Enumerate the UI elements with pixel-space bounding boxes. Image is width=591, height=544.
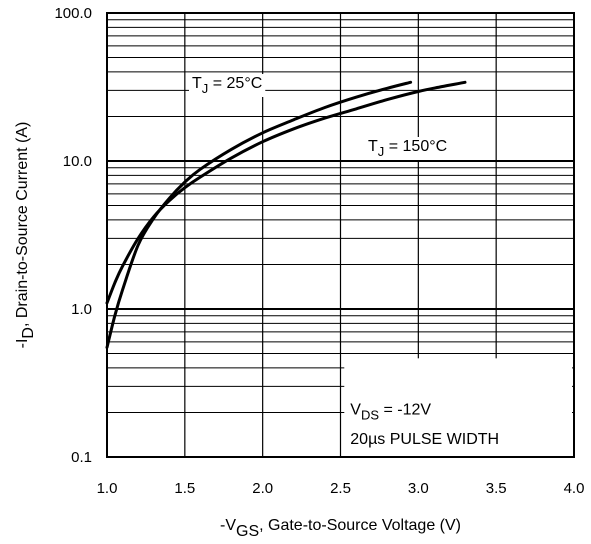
- x-tick-label: 2.0: [252, 480, 273, 497]
- series-line-tj-150c: [105, 80, 467, 305]
- label-tj-150c-bg: [365, 137, 451, 160]
- x-tick-label: 1.0: [97, 480, 118, 497]
- axis-labels: -VGS, Gate-to-Source Voltage (V) -ID, Dra…: [14, 122, 461, 540]
- series-curves: [105, 80, 467, 349]
- x-tick-label: 4.0: [564, 480, 585, 497]
- x-tick-label: 1.5: [174, 480, 195, 497]
- tick-labels: 1.0 1.5 2.0 2.5 3.0 3.5 4.0 0.1 1.0 10.0 100.0: [54, 5, 584, 497]
- annotations: TJ = 25°C TJ = 150°C VDS = -12V 20µs PULSE …: [189, 74, 572, 456]
- label-tj-150c: TJ = 150°C: [368, 138, 447, 159]
- x-tick-label: 2.5: [330, 480, 351, 497]
- y-tick-label: 100.0: [54, 5, 92, 22]
- label-tj-25c: TJ = 25°C: [192, 75, 262, 96]
- x-axis-label: -VGS, Gate-to-Source Voltage (V): [220, 517, 461, 540]
- y-tick-label: 0.1: [71, 449, 92, 466]
- x-tick-label: 3.0: [408, 480, 429, 497]
- x-tick-label: 3.5: [486, 480, 507, 497]
- label-pulse-width: 20µs PULSE WIDTH: [350, 431, 499, 448]
- series-line-tj-25c: [105, 80, 413, 349]
- plot-frame: [106, 12, 575, 458]
- conditions-box-bg: [344, 358, 572, 456]
- label-vds: VDS = -12V: [350, 401, 431, 422]
- y-axis-label: -ID, Drain-to-Source Current (A): [14, 122, 37, 349]
- y-tick-label: 1.0: [71, 301, 92, 318]
- y-tick-label: 10.0: [63, 153, 92, 170]
- label-tj-25c-bg: [189, 74, 266, 97]
